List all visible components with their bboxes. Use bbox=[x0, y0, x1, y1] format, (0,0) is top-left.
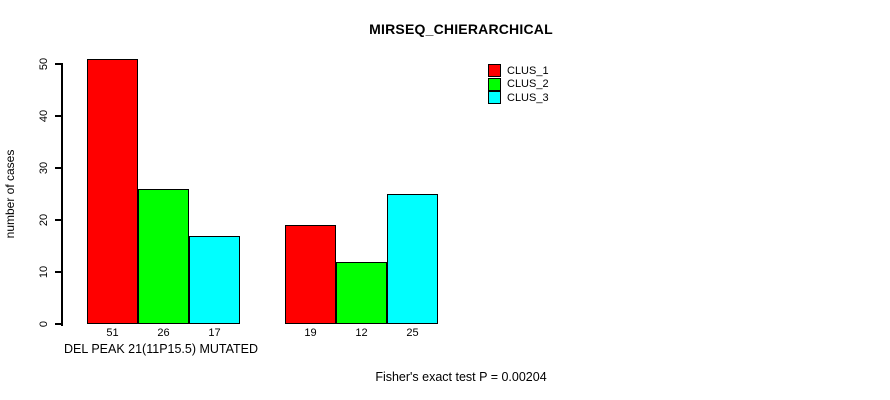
y-axis-tick-40 bbox=[55, 115, 62, 117]
y-axis-tick-label-20: 20 bbox=[38, 213, 50, 227]
chart-title: MIRSEQ_CHIERARCHICAL bbox=[369, 21, 553, 37]
bar-clus_1-group2 bbox=[285, 225, 336, 324]
legend-item-clus_3: CLUS_3 bbox=[488, 91, 549, 105]
legend-item-clus_1: CLUS_1 bbox=[488, 64, 549, 78]
legend-label: CLUS_1 bbox=[507, 64, 549, 77]
fisher-test-annotation: Fisher's exact test P = 0.00204 bbox=[375, 370, 547, 384]
y-axis-tick-50 bbox=[55, 63, 62, 65]
y-axis-title: number of cases bbox=[3, 149, 17, 239]
y-axis-tick-10 bbox=[55, 271, 62, 273]
legend-label: CLUS_3 bbox=[507, 91, 549, 104]
bar-clus_3-group1 bbox=[189, 235, 240, 324]
bar-value-label-clus_1-group1: 51 bbox=[106, 327, 119, 339]
y-axis-tick-label-10: 10 bbox=[38, 265, 50, 279]
bar-value-label-clus_2-group2: 12 bbox=[355, 327, 368, 339]
bar-clus_2-group2 bbox=[336, 261, 387, 324]
y-axis-tick-0 bbox=[55, 323, 62, 325]
y-axis-tick-20 bbox=[55, 219, 62, 221]
y-axis-tick-30 bbox=[55, 167, 62, 169]
bar-value-label-clus_3-group1: 17 bbox=[208, 327, 221, 339]
bar-value-label-clus_2-group1: 26 bbox=[157, 327, 170, 339]
legend-item-clus_2: CLUS_2 bbox=[488, 77, 549, 92]
bar-clus_1-group1 bbox=[87, 58, 138, 324]
legend-swatch-icon bbox=[488, 77, 501, 91]
legend: CLUS_1 CLUS_2 CLUS_3 bbox=[488, 64, 549, 105]
bar-clus_3-group2 bbox=[387, 194, 438, 324]
y-axis-tick-label-40: 40 bbox=[38, 109, 50, 123]
y-axis-line bbox=[61, 63, 63, 326]
y-axis-tick-label-0: 0 bbox=[38, 320, 50, 328]
legend-label: CLUS_2 bbox=[507, 78, 549, 91]
x-axis-group-label: DEL PEAK 21(11P15.5) MUTATED bbox=[64, 342, 259, 356]
legend-swatch-icon bbox=[488, 91, 501, 105]
bar-clus_2-group1 bbox=[138, 188, 189, 324]
y-axis-tick-label-30: 30 bbox=[38, 161, 50, 175]
y-axis-tick-label-50: 50 bbox=[38, 57, 50, 71]
legend-swatch-icon bbox=[488, 64, 501, 78]
bar-value-label-clus_3-group2: 25 bbox=[406, 327, 419, 339]
bar-value-label-clus_1-group2: 19 bbox=[304, 327, 317, 339]
